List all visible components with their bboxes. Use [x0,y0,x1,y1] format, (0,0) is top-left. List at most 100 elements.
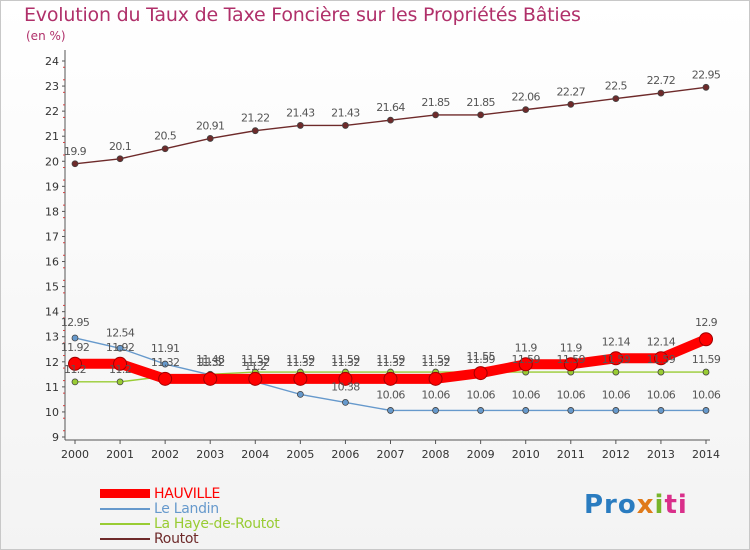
y-tick-label: 17 [45,230,59,243]
data-point [387,116,394,124]
x-tick-label: 2009 [467,448,495,461]
data-point [518,357,533,372]
x-tick-label: 2003 [196,448,224,461]
data-label: 11.2 [109,363,131,376]
data-point [563,357,578,372]
data-point [612,95,620,102]
chart-title: Evolution du Taux de Taxe Foncière sur l… [24,4,581,26]
y-tick-label: 19 [45,180,59,193]
data-point [699,332,713,347]
data-label: 11.59 [692,353,721,366]
x-tick-label: 2006 [331,448,359,461]
data-label: 21.85 [421,96,450,109]
legend-item: La Haye-de-Routot [100,516,280,531]
legend-item: Le Landin [100,501,279,516]
data-point [473,366,488,381]
data-label: 11.48 [196,353,225,366]
data-label: 12.14 [647,335,676,348]
data-label: 10.38 [331,380,360,393]
data-label: 11.5 [199,355,222,368]
data-point [657,407,665,414]
data-point [206,135,214,142]
x-tick-label: 2008 [422,448,450,461]
data-point [657,368,665,376]
data-point [161,145,169,153]
y-tick-label: 20 [45,155,59,168]
legend-item: Routot [100,531,279,546]
legend-swatch [100,537,150,540]
data-label: 11.32 [331,356,360,369]
data-point [522,407,530,414]
chart-legend: HAUVILLE Le Landin La Haye-de-Routot Routot [100,486,280,546]
data-label: 21.22 [241,112,270,125]
x-tick-label: 2013 [647,448,675,461]
data-label: 11.59 [241,353,270,366]
data-point [387,407,394,414]
data-label: 11.2 [244,360,266,373]
data-point [296,390,304,398]
data-label: 11.32 [376,356,405,369]
data-point [567,100,575,108]
data-point [432,111,439,119]
data-point [702,83,710,91]
data-label: 22.95 [692,68,721,81]
legend-swatch [100,507,150,510]
y-tick-label: 11 [45,381,59,394]
data-label: 11.91 [151,342,180,355]
data-label: 11.32 [241,356,270,369]
x-tick-label: 2000 [61,448,89,461]
data-point [702,407,710,414]
data-point [116,344,124,352]
data-point [477,407,485,414]
legend-label: HAUVILLE [154,485,221,502]
data-label: 22.72 [647,74,676,87]
data-point [116,155,124,163]
legend-swatch [100,489,150,498]
data-label: 11.9 [560,341,583,354]
data-point [158,371,173,386]
data-label: 11.59 [331,353,360,366]
data-label: 11.59 [466,353,495,366]
y-tick-label: 9 [52,431,59,444]
data-label: 11.32 [151,356,180,369]
y-tick-label: 18 [45,205,59,218]
data-point [653,351,668,366]
data-label: 10.06 [511,388,540,401]
data-label: 10.06 [376,388,405,401]
data-label: 22.27 [557,85,586,98]
data-label: 10.06 [692,388,721,401]
data-point [71,334,79,342]
data-label: 10.06 [647,388,676,401]
y-tick-label: 14 [45,306,59,319]
x-tick-label: 2011 [557,448,585,461]
data-point [612,407,620,414]
x-tick-label: 2001 [106,448,134,461]
data-label: 20.1 [109,140,131,153]
data-label: 19.9 [64,145,87,158]
data-point [71,378,79,386]
data-label: 11.32 [421,356,450,369]
legend-item: HAUVILLE [100,486,279,501]
data-point [68,356,82,371]
data-label: 21.43 [331,106,360,119]
data-point [383,371,398,386]
data-label: 11.59 [557,353,586,366]
data-label: 12.54 [106,326,135,339]
data-point [113,356,128,371]
data-point [522,106,530,114]
data-label: 11.59 [376,353,405,366]
data-label: 11.59 [286,353,315,366]
x-tick-label: 2007 [377,448,405,461]
x-tick-label: 2005 [286,448,314,461]
y-tick-label: 15 [45,281,59,294]
series-line-routot [74,86,707,165]
data-label: 12.95 [61,316,90,329]
data-label: 21.85 [466,96,495,109]
data-point [342,122,349,129]
data-label: 11.59 [421,353,450,366]
data-point [338,371,353,386]
y-tick-label: 22 [45,105,59,118]
data-point [296,122,304,129]
data-label: 10.06 [421,388,450,401]
